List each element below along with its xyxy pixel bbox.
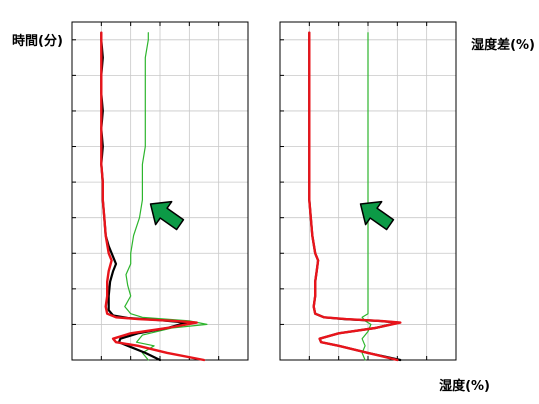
series-red-line [308, 31, 402, 362]
panel-observation [71, 21, 249, 362]
panel-reanalysis [279, 21, 457, 362]
series-red-line [100, 31, 206, 362]
y-axis-label: 時間(分) [12, 33, 63, 49]
bottom-axis-label: 湿度(%) [439, 378, 490, 394]
top-axis-label: 湿度差(%) [471, 37, 535, 53]
arrow-icon [149, 200, 185, 231]
series-green-line [361, 32, 372, 361]
arrow-icon [359, 200, 395, 231]
series-green-line [124, 32, 208, 361]
